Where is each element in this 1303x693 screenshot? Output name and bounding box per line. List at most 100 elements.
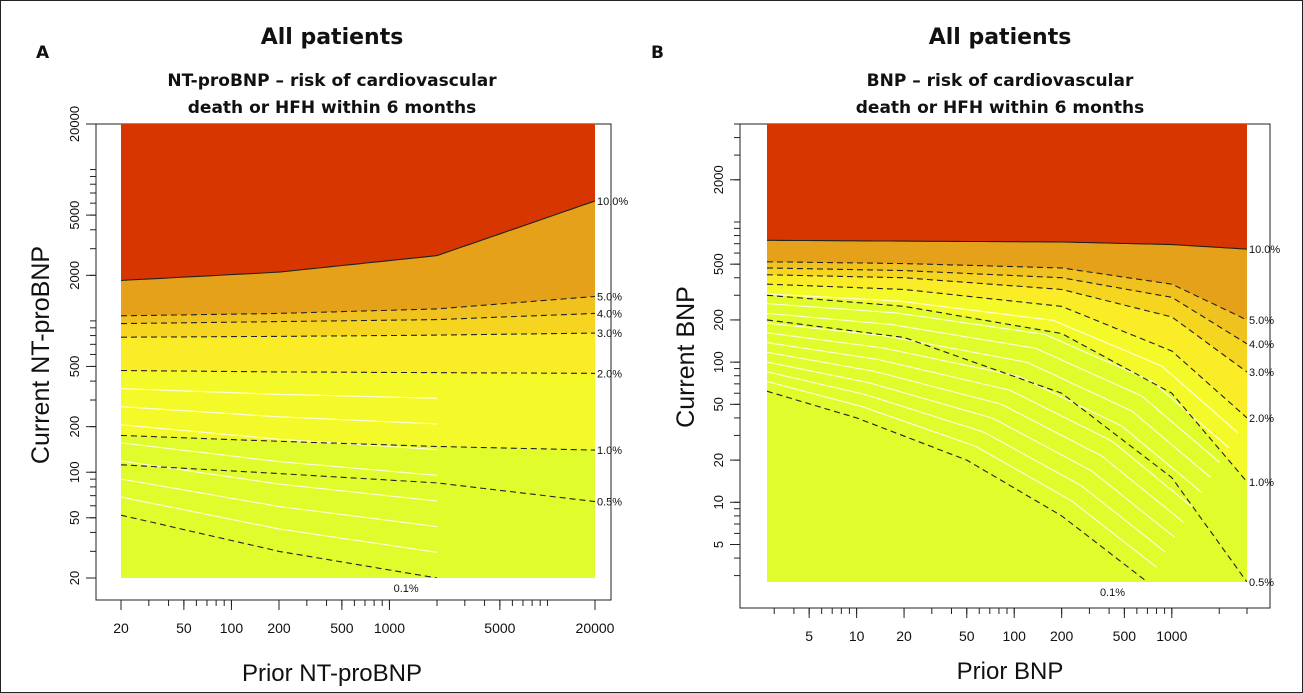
panel-a-y-tick-label: 100 xyxy=(67,461,82,483)
panel-b-y-tick-label: 10 xyxy=(711,495,726,509)
panel-a-contour-5.0pct xyxy=(121,295,595,317)
panel-b-fine-isoline xyxy=(767,380,1157,568)
panel-a-contour-label: 0.1% xyxy=(394,583,419,595)
panel-a-x-axis-label: Prior NT-proBNP xyxy=(242,660,422,687)
panel-b-fine-isoline xyxy=(767,332,1203,493)
panel-a-fine-isoline xyxy=(121,478,438,528)
panel-b-contour-0.1pct xyxy=(767,390,1148,582)
panel-a-x-tick-label: 50 xyxy=(176,620,192,636)
panel-b-y-tick-label: 50 xyxy=(711,397,726,411)
panel-a-fine-isoline xyxy=(121,460,438,502)
panel-a-title: All patients xyxy=(261,25,404,50)
panel-a-y-tick-label: 20000 xyxy=(67,106,82,142)
panel-a-fine-isoline xyxy=(121,406,438,425)
panel-b-contour-5.0pct xyxy=(767,261,1247,321)
panel-b-y-tick-label: 5 xyxy=(711,541,726,548)
panel-a-contour-label: 1.0% xyxy=(597,445,622,457)
panel-a-contour-3.0pct xyxy=(121,332,595,338)
panel-a-contour-1.0pct xyxy=(121,434,595,451)
panel-b-x-tick-label: 1000 xyxy=(1156,628,1187,644)
panel-a-subtitle-line2: death or HFH within 6 months xyxy=(188,98,477,118)
panel-a-x-tick-label: 20 xyxy=(113,620,129,636)
panel-b-contour-label: 2.0% xyxy=(1249,413,1274,425)
panel-a-contour-label: 3.0% xyxy=(597,328,622,340)
panel-a-y-tick-label: 500 xyxy=(67,356,82,378)
panel-b-y-tick-label: 500 xyxy=(711,253,726,275)
panel-a-y-tick-label: 200 xyxy=(67,416,82,438)
panel-a-x-tick-label: 20000 xyxy=(576,620,615,636)
panel-a-filled-contours xyxy=(121,124,595,578)
panel-a-y-axis-label: Current NT-proBNP xyxy=(27,246,55,464)
panel-b-contour-label: 0.1% xyxy=(1100,587,1125,599)
panel-b-fine-isoline xyxy=(767,303,1230,449)
panel-b-subtitle-line1: BNP – risk of cardiovascular xyxy=(867,71,1134,91)
panel-b-y-tick-label: 100 xyxy=(711,351,726,373)
panel-a-y-tick-label: 2000 xyxy=(67,261,82,290)
panel-b-y-tick-label: 2000 xyxy=(711,165,726,194)
panel-b-band-10.0pct xyxy=(767,124,1247,250)
panel-a-x-tick-label: 5000 xyxy=(484,620,515,636)
panel-b-fine-isoline xyxy=(767,371,1166,553)
panel-b-fine-isoline xyxy=(767,351,1184,523)
panel-b-contour-label: 10.0% xyxy=(1249,244,1280,256)
panel-b-fine-isoline xyxy=(767,342,1194,508)
panel-a-contour-10.0pct xyxy=(121,200,595,282)
panel-b-title: All patients xyxy=(929,25,1072,50)
panel-b-contour-label: 3.0% xyxy=(1249,367,1274,379)
panel-a-x-tick-label: 1000 xyxy=(374,620,405,636)
panel-b-x-tick-label: 20 xyxy=(896,628,912,644)
panel-b-plot: 0.1% 0.5% 1.0% 2.0% 3.0% 4.0% 5.0% 10.0% 5 10 20 50… xyxy=(711,123,1280,644)
panel-a-contour-0.1pct xyxy=(121,514,438,578)
panel-b-fine-isoline xyxy=(767,293,1239,434)
panel-b-x-tick-label: 5 xyxy=(805,628,813,644)
panel-b-fine-isoline xyxy=(767,322,1212,479)
panel-a: A All patients NT-proBNP – risk of cardi… xyxy=(27,25,628,687)
panel-a-contour-label: 5.0% xyxy=(597,291,622,303)
panel-b-filled-contours xyxy=(767,124,1247,582)
panel-b: B All patients BNP – risk of cardiovascu… xyxy=(651,25,1280,685)
panel-a-contour-label: 10.0% xyxy=(597,196,628,208)
panel-a-subtitle-line1: NT-proBNP – risk of cardiovascular xyxy=(167,71,497,91)
panel-a-contour-label: 0.5% xyxy=(597,497,622,509)
panel-b-contour-label: 5.0% xyxy=(1249,315,1274,327)
panel-b-x-tick-label: 200 xyxy=(1050,628,1074,644)
panel-b-contour-4.0pct xyxy=(767,267,1247,345)
panel-b-x-axis-label: Prior BNP xyxy=(957,658,1064,685)
panel-b-fine-isoline xyxy=(767,361,1175,538)
panel-a-fine-isoline xyxy=(121,442,438,476)
panel-b-contour-label: 0.5% xyxy=(1249,577,1274,589)
panel-b-subtitle-line2: death or HFH within 6 months xyxy=(856,98,1145,118)
panel-b-fine-isoline xyxy=(767,312,1221,464)
panel-a-contour-label: 2.0% xyxy=(597,368,622,380)
panel-b-y-axis-label: Current BNP xyxy=(672,286,700,428)
panel-a-contour-4.0pct xyxy=(121,312,595,325)
panel-a-y-tick-label: 50 xyxy=(67,511,82,525)
panel-a-y-tick-label: 20 xyxy=(67,571,82,585)
panel-a-fine-isoline xyxy=(121,496,438,553)
panel-b-x-tick-label: 100 xyxy=(1003,628,1027,644)
panel-a-plot: 0.1% 0.5% 1.0% 2.0% 3.0% 4.0% 5.0% 10.0% 20 50 100… xyxy=(67,106,628,636)
panel-b-x-tick-label: 500 xyxy=(1113,628,1137,644)
panel-a-contour-label: 4.0% xyxy=(597,308,622,320)
panel-b-contour-1.0pct xyxy=(767,294,1247,483)
panel-a-y-tick-label: 5000 xyxy=(67,201,82,230)
panel-b-contour-label: 4.0% xyxy=(1249,339,1274,351)
panel-b-letter: B xyxy=(651,43,664,63)
panel-a-letter: A xyxy=(36,43,50,63)
panel-b-contour-0.5pct xyxy=(767,319,1247,582)
panel-b-x-tick-label: 50 xyxy=(959,628,975,644)
panel-a-x-tick-label: 100 xyxy=(220,620,244,636)
panel-b-contour-10.0pct xyxy=(767,239,1247,250)
panel-a-fine-isoline xyxy=(121,388,438,399)
panel-b-contour-3.0pct xyxy=(767,274,1247,373)
panel-a-x-tick-label: 200 xyxy=(267,620,291,636)
panel-a-fine-isoline xyxy=(121,424,438,451)
panel-b-y-tick-label: 200 xyxy=(711,309,726,331)
panel-b-contour-2.0pct xyxy=(767,283,1247,419)
panel-b-y-tick-label: 20 xyxy=(711,453,726,467)
panel-b-x-tick-label: 10 xyxy=(849,628,865,644)
panel-a-contour-2.0pct xyxy=(121,369,595,374)
panel-b-contour-label: 1.0% xyxy=(1249,477,1274,489)
panel-a-band-10.0pct xyxy=(121,124,595,281)
